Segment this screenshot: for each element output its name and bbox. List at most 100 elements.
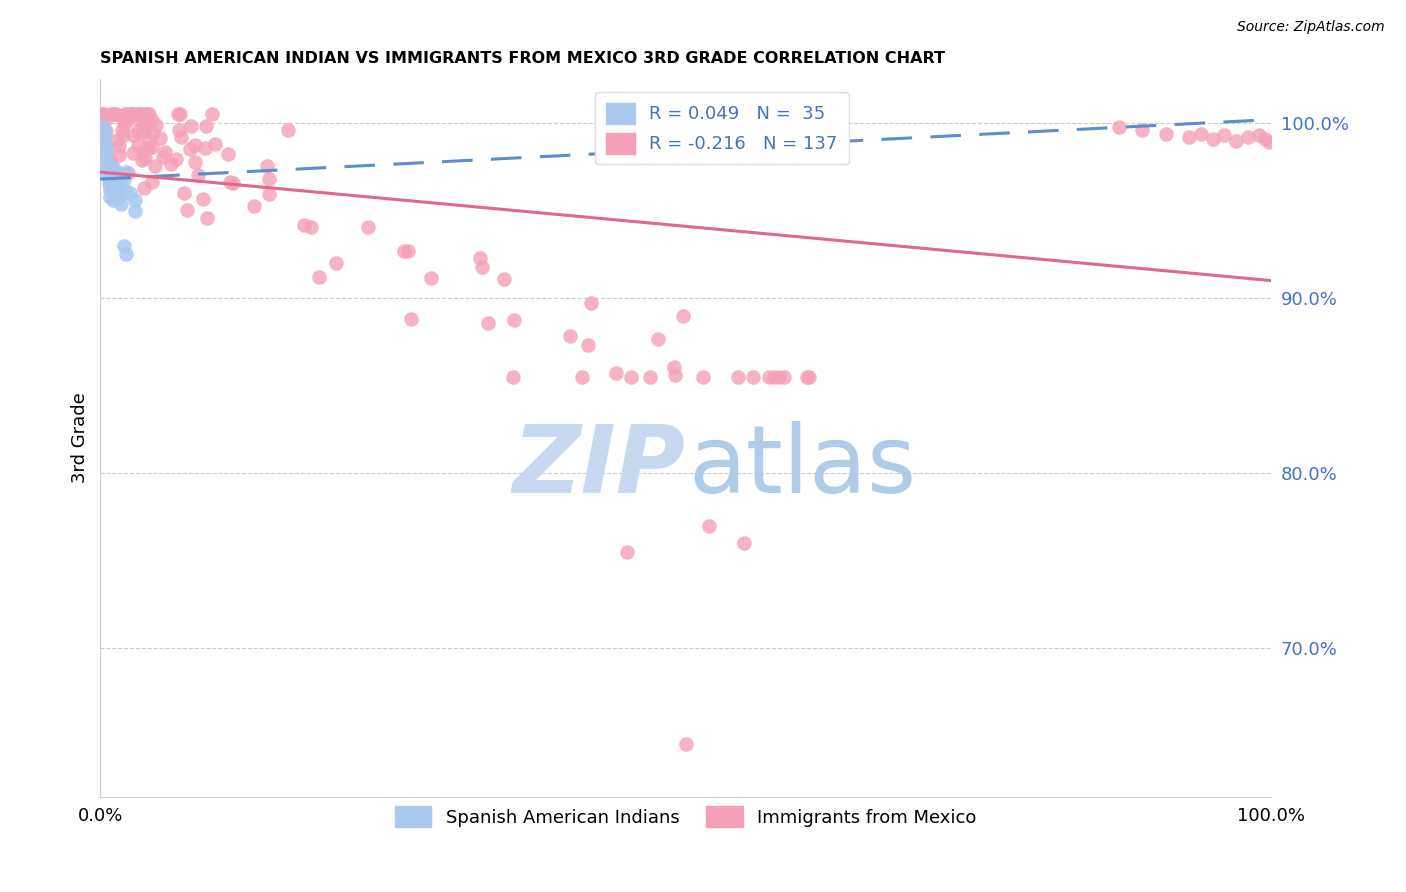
Point [605, 366, 627, 380]
Point [647, 332, 669, 346]
Point [768, 369, 790, 384]
Point [104, 186, 127, 200]
Point [492, 272, 515, 286]
Point [96, 160, 118, 174]
Point [180, 119, 202, 133]
Text: Source: ZipAtlas.com: Source: ZipAtlas.com [1237, 20, 1385, 34]
Point [468, 252, 491, 266]
Point [91, 107, 114, 121]
Point [112, 115, 135, 129]
Point [692, 369, 714, 384]
Point [1249, 128, 1271, 143]
Point [108, 147, 131, 161]
Point [201, 107, 224, 121]
Point [160, 157, 183, 171]
Point [136, 107, 159, 121]
Point [256, 159, 278, 173]
Point [299, 219, 322, 234]
Point [675, 737, 697, 751]
Point [100, 169, 122, 183]
Point [1108, 120, 1130, 134]
Point [149, 131, 172, 145]
Point [103, 193, 125, 207]
Point [118, 186, 141, 200]
Point [218, 175, 240, 189]
Point [179, 142, 201, 156]
Point [742, 369, 765, 384]
Point [733, 536, 755, 550]
Point [420, 271, 443, 285]
Point [114, 183, 136, 197]
Point [97, 172, 120, 186]
Point [132, 109, 155, 123]
Point [638, 369, 661, 384]
Point [115, 115, 138, 129]
Point [103, 160, 125, 174]
Point [257, 187, 280, 202]
Point [94, 112, 117, 126]
Point [773, 369, 796, 384]
Point [399, 312, 422, 326]
Point [132, 181, 155, 195]
Point [100, 161, 122, 176]
Point [101, 107, 124, 121]
Point [138, 107, 160, 121]
Point [141, 126, 163, 140]
Point [758, 369, 780, 384]
Point [193, 192, 215, 206]
Point [558, 329, 581, 343]
Point [176, 202, 198, 217]
Point [93, 125, 115, 139]
Point [620, 369, 643, 384]
Point [145, 119, 167, 133]
Point [141, 176, 163, 190]
Point [101, 176, 124, 190]
Point [91, 120, 114, 134]
Point [184, 137, 207, 152]
Point [107, 183, 129, 197]
Point [308, 270, 330, 285]
Point [138, 133, 160, 147]
Point [727, 369, 749, 384]
Point [616, 545, 638, 559]
Point [672, 310, 695, 324]
Point [797, 369, 820, 384]
Point [115, 110, 138, 124]
Point [257, 172, 280, 186]
Point [100, 153, 122, 168]
Point [134, 120, 156, 134]
Point [357, 219, 380, 234]
Point [169, 107, 191, 121]
Point [98, 183, 121, 197]
Point [97, 178, 120, 192]
Point [579, 296, 602, 310]
Point [94, 124, 117, 138]
Point [93, 128, 115, 142]
Point [325, 256, 347, 270]
Point [471, 260, 494, 274]
Point [165, 152, 187, 166]
Point [98, 189, 121, 203]
Point [1254, 132, 1277, 146]
Point [129, 107, 152, 121]
Point [101, 186, 124, 200]
Point [115, 107, 138, 121]
Point [94, 137, 117, 152]
Point [108, 189, 131, 203]
Point [502, 369, 524, 384]
Point [1178, 130, 1201, 145]
Point [100, 107, 122, 121]
Point [121, 107, 143, 121]
Point [111, 123, 134, 137]
Point [120, 107, 142, 121]
Point [167, 107, 190, 121]
Point [112, 172, 135, 186]
Point [143, 159, 166, 173]
Point [195, 211, 218, 225]
Point [90, 107, 112, 121]
Point [105, 132, 128, 146]
Text: atlas: atlas [688, 421, 917, 513]
Point [124, 203, 146, 218]
Point [152, 150, 174, 164]
Point [115, 247, 138, 261]
